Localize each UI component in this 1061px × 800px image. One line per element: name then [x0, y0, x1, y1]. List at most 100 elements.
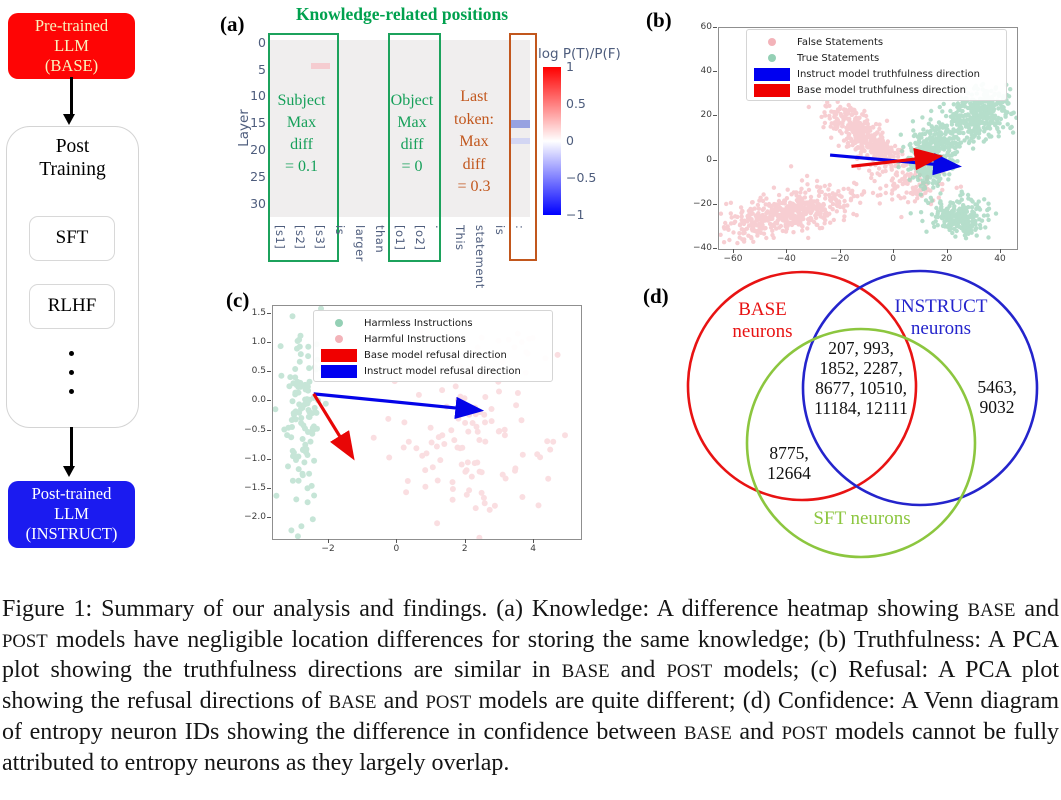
rect-marker [754, 83, 790, 97]
base-model-truthfulness-direction-arrow [851, 148, 944, 171]
token-label: . [433, 225, 447, 230]
x-tick-label: 20 [940, 254, 953, 264]
y-tick-label: 1.5 [251, 307, 266, 318]
venn-text-line: SFT neurons [813, 508, 911, 529]
y-tick-label: 0 [706, 154, 712, 165]
annotation-line: token: [454, 110, 494, 128]
annotation-line: Max [397, 114, 427, 131]
sft-neurons-circle [745, 327, 977, 559]
smallcaps-term: BASE [328, 692, 377, 714]
caption-text: models; (c) Refusal: A PCA plot showing … [2, 657, 1060, 715]
y-tick-label: −1.0 [244, 453, 266, 464]
colorbar-tick-label: 1 [566, 59, 574, 74]
plot-c-canvas [272, 305, 568, 541]
true-statements-points [896, 81, 1019, 241]
panel-d-label: (d) [643, 284, 669, 308]
token-label: This [453, 225, 467, 251]
layer-tick-label: 20 [250, 141, 266, 157]
y-tick-label: −1.5 [244, 482, 266, 493]
legend-dot-icon [754, 38, 790, 46]
sft-neurons-label: SFT neurons [782, 508, 942, 530]
annotation-line: Subject [277, 92, 326, 109]
layer-tick-label: 10 [250, 88, 266, 104]
base-llm-box: Pre-trained LLM (BASE) [8, 13, 135, 79]
x-tick-mark [999, 249, 1001, 253]
venn-text-line: 207, 993, [828, 338, 894, 358]
y-tick-mark [267, 458, 271, 460]
venn-text-line: 8677, 10510, [815, 378, 907, 398]
x-tick-mark [893, 249, 895, 253]
y-tick-mark [267, 487, 271, 489]
caption-text: models are quite different; (d) Confiden… [2, 688, 1060, 745]
venn-text-line: neurons [732, 321, 793, 342]
y-tick-mark [713, 27, 717, 28]
x-tick-label: −40 [776, 254, 796, 264]
caption-text: and [1015, 596, 1059, 622]
y-tick-mark [267, 312, 271, 314]
y-tick-mark [267, 371, 271, 373]
caption-text: models have negligible location differen… [2, 626, 1059, 684]
token-label: than [373, 225, 387, 254]
colorbar-tick-label: 0 [566, 133, 574, 148]
legend-item: Base model refusal direction [321, 347, 548, 363]
base-model-refusal-direction-arrow [312, 393, 355, 461]
legend-item: Harmful Instructions [321, 331, 548, 347]
x-tick-label: 40 [994, 254, 1006, 264]
base-llm-line: LLM [54, 36, 89, 55]
subject-annotation: Subject Max diff = 0.1 [269, 90, 334, 178]
token-label: [s3] [313, 225, 327, 250]
heatmap-cell [510, 137, 530, 145]
token-label: statement [473, 225, 487, 289]
legend-label: Instruct model refusal direction [364, 365, 521, 377]
x-tick-mark [839, 249, 841, 253]
refusal-legend: Harmless Instructions Harmful Instruction… [313, 310, 553, 382]
token-label: [s1] [273, 225, 287, 250]
annotation-line: diff [462, 155, 486, 173]
caption-text: and [731, 718, 782, 745]
token-label: is [333, 225, 347, 236]
legend-item: Instruct model truthfulness direction [754, 66, 1002, 82]
layer-tick-label: 5 [258, 61, 266, 77]
y-tick-label: 0.5 [251, 366, 266, 377]
token-label: is [493, 225, 507, 236]
base-sft-neuron-ids: 8775, 12664 [758, 443, 820, 483]
y-tick-mark [713, 248, 717, 249]
annotation-line: = 0.1 [284, 158, 319, 175]
legend-label: Instruct model truthfulness direction [797, 68, 980, 80]
subject-tokens-box [268, 33, 339, 262]
annotation-line: = 0 [401, 158, 423, 175]
rect-marker [754, 67, 790, 81]
x-tick-label: 0 [890, 254, 897, 264]
x-tick-mark [732, 249, 734, 253]
post-training-title-line: Post [55, 136, 90, 157]
legend-item: True Statements [754, 50, 1002, 66]
legend-rect-icon [321, 348, 357, 362]
y-tick-mark [713, 115, 717, 117]
x-tick-mark [786, 249, 788, 253]
y-tick-mark [267, 517, 271, 518]
venn-text-line: BASE [738, 299, 787, 320]
ellipsis-dot [69, 351, 74, 356]
venn-text-line: 11184, 12111 [814, 398, 908, 418]
caption-text: and [376, 688, 426, 715]
rlhf-step-box: RLHF [29, 284, 115, 329]
base-neurons-label: BASE neurons [700, 299, 825, 343]
x-tick-label: 2 [461, 544, 468, 554]
legend-label: False Statements [797, 36, 884, 48]
rect-marker [321, 348, 357, 362]
token-label: [o2] [413, 225, 427, 251]
annotation-line: Object [390, 92, 434, 109]
x-tick-label: 0 [393, 544, 400, 554]
y-tick-label: −20 [693, 198, 712, 209]
smallcaps-term: BASE [967, 600, 1016, 621]
annotation-line: diff [290, 136, 313, 153]
down-arrow-line [69, 427, 74, 467]
colorbar-label: log P(T)/P(F) [538, 46, 621, 62]
venn-text-line: neurons [910, 318, 972, 339]
venn-text-line: 12664 [767, 463, 811, 483]
y-tick-label: 60 [700, 22, 712, 32]
truthfulness-pca-plot [718, 27, 1019, 250]
x-tick-mark [396, 539, 398, 543]
legend-rect-icon [754, 83, 790, 97]
legend-label: Harmless Instructions [364, 317, 473, 329]
